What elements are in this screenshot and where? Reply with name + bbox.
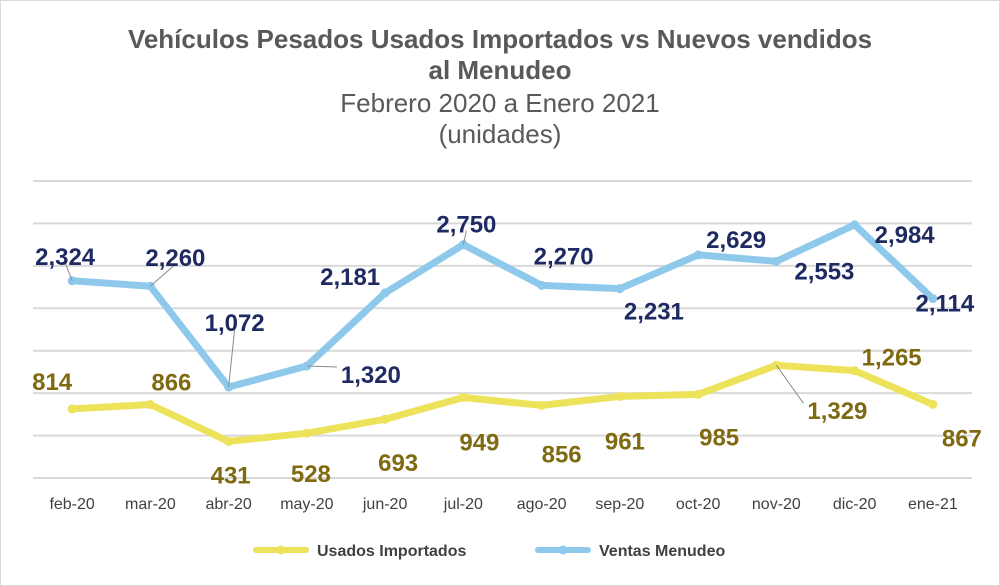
x-tick-label: jun-20 (362, 496, 408, 513)
x-tick-label: jul-20 (443, 496, 483, 513)
data-point (615, 391, 625, 401)
data-label: 1,072 (205, 310, 265, 337)
data-point (380, 288, 390, 298)
data-label: 1,320 (341, 362, 401, 389)
data-point (771, 256, 781, 266)
x-tick-label: feb-20 (49, 496, 94, 513)
x-tick-label: oct-20 (676, 496, 721, 513)
data-point (928, 294, 938, 304)
chart-units: (unidades) (438, 119, 562, 149)
data-label: 2,260 (145, 245, 205, 272)
data-label: 2,553 (794, 258, 854, 285)
data-point (224, 436, 234, 446)
data-point (145, 400, 155, 410)
chart-title-line2: al Menudeo (428, 55, 572, 85)
x-tick-label: mar-20 (125, 496, 176, 513)
data-point (458, 392, 468, 402)
data-label: 949 (459, 429, 499, 456)
data-point (302, 428, 312, 438)
x-tick-label: sep-20 (595, 496, 644, 513)
data-label: 2,181 (320, 264, 380, 291)
data-label: 2,324 (35, 244, 96, 271)
leader-line (462, 230, 467, 245)
data-point (67, 404, 77, 414)
data-label: 2,270 (534, 243, 594, 270)
x-tick-label: abr-20 (206, 496, 252, 513)
data-point (693, 389, 703, 399)
data-label: 2,231 (624, 299, 684, 326)
data-label: 2,114 (916, 291, 975, 318)
data-point (693, 250, 703, 260)
legend-marker (558, 545, 568, 555)
leader-line (64, 262, 73, 281)
leader-line (150, 263, 176, 287)
x-tick-label: ene-21 (908, 496, 958, 513)
legend-label: Usados Importados (317, 543, 466, 560)
data-label: 528 (291, 461, 331, 488)
series-line-usados-importados (68, 361, 937, 445)
leader-line (775, 364, 804, 404)
data-point (850, 366, 860, 376)
data-label: 867 (942, 425, 982, 452)
data-label: 985 (699, 424, 739, 451)
data-point (380, 414, 390, 424)
data-label: 856 (542, 441, 582, 468)
chart-subtitle: Febrero 2020 a Enero 2021 (340, 88, 660, 118)
data-label: 1,265 (862, 345, 922, 372)
data-point (537, 280, 547, 290)
data-point (850, 220, 860, 230)
data-label: 866 (151, 370, 191, 397)
leader-line (228, 328, 236, 388)
data-label: 693 (378, 450, 418, 477)
legend-label: Ventas Menudeo (599, 543, 725, 560)
x-tick-label: ago-20 (517, 496, 567, 513)
x-tick-label: may-20 (280, 496, 333, 513)
data-label: 814 (32, 369, 73, 396)
data-label: 1,329 (807, 398, 867, 425)
chart-title-line1: Vehículos Pesados Usados Importados vs N… (127, 24, 873, 54)
series-line-ventas-menudeo (68, 221, 937, 391)
legend-marker (276, 545, 286, 555)
data-label: 961 (605, 428, 645, 455)
data-point (928, 399, 938, 409)
data-point (615, 284, 625, 294)
data-point (537, 400, 547, 410)
data-label: 2,750 (436, 212, 496, 239)
leader-line (306, 365, 337, 368)
data-label: 2,984 (875, 222, 936, 249)
data-label: 431 (211, 462, 251, 489)
data-label: 2,629 (706, 227, 766, 254)
x-tick-label: nov-20 (752, 496, 801, 513)
x-tick-label: dic-20 (833, 496, 877, 513)
